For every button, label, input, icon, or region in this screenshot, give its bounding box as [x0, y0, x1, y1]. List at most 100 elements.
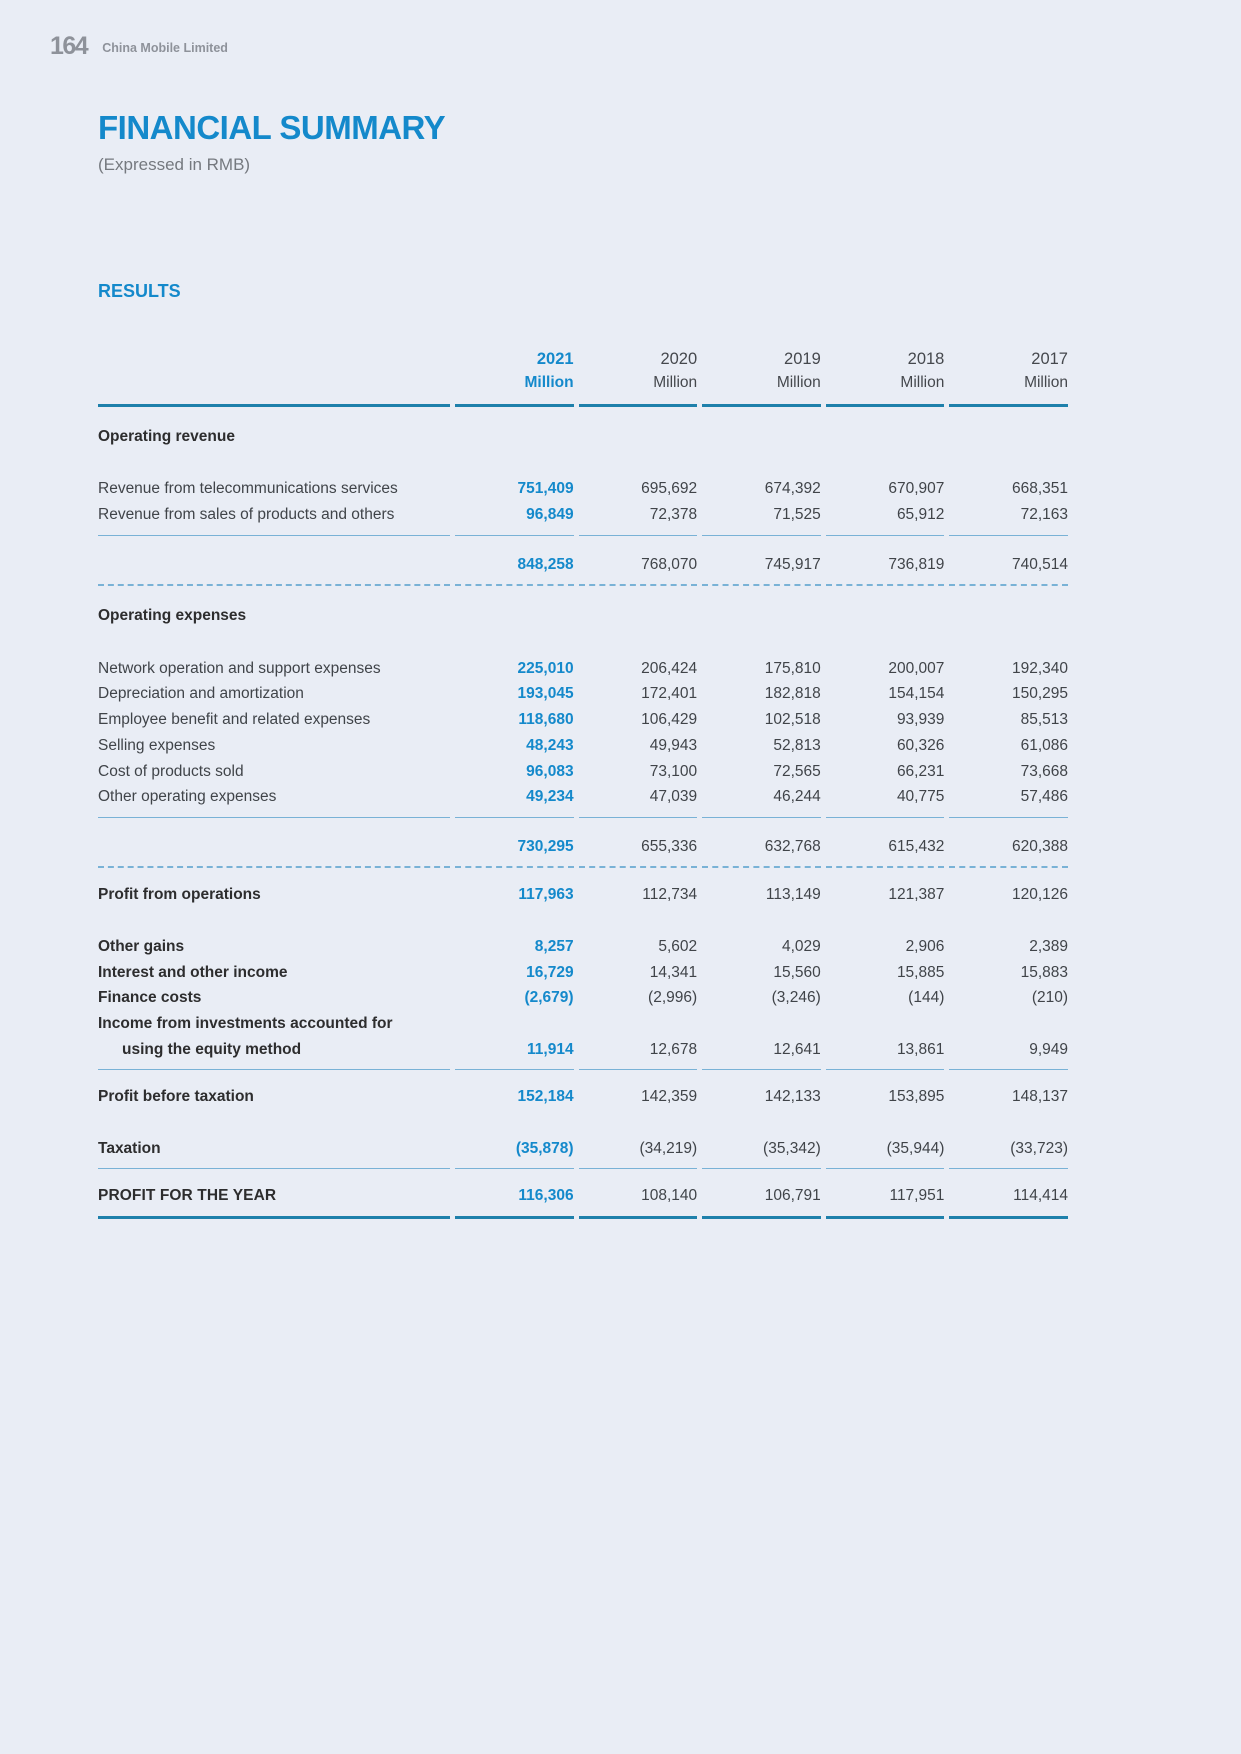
cell-value: 148,137 — [1011, 1088, 1068, 1106]
cell-value: 120,126 — [1011, 886, 1068, 904]
cell-value: 751,409 — [517, 480, 574, 498]
row-label: Interest and other income — [98, 963, 288, 981]
cell-value: 116,306 — [454, 1169, 574, 1219]
cell-value: 106,791 — [702, 1169, 821, 1219]
cell-value — [949, 407, 1068, 450]
cell-value: 745,917 — [702, 536, 821, 586]
table-row: Cost of products sold 96,083 73,100 72,565 6… — [98, 758, 1068, 784]
cell-value: 96,083 — [526, 762, 574, 780]
cell-value: 8,257 — [534, 937, 574, 955]
cell-value: 142,133 — [764, 1088, 821, 1106]
cell-value: 615,432 — [825, 818, 945, 869]
table-body: Operating revenue Revenue from telecommun… — [98, 407, 1068, 1219]
table-row: Interest and other income 16,729 14,341 15,… — [98, 959, 1068, 985]
cell-value: 117,951 — [825, 1169, 945, 1219]
row-label: Cost of products sold — [98, 762, 244, 780]
column-unit-label: Million — [1024, 374, 1068, 392]
column-unit-label: Million — [776, 374, 821, 392]
results-table: 2021 Million 2020 Million 2019 Million 2018 Mil… — [93, 348, 1073, 1219]
cell-value: 65,912 — [825, 502, 945, 536]
row-label: Revenue from telecommunications services — [98, 480, 398, 498]
cell-value: 768,070 — [578, 536, 698, 586]
cell-value: 93,939 — [896, 711, 945, 729]
cell-value: 15,885 — [896, 963, 945, 981]
table-header-row: 2021 Million 2020 Million 2019 Million 2018 Mil… — [98, 348, 1068, 407]
table-row: Profit before taxation 152,184 142,359 142,… — [98, 1070, 1068, 1110]
page-subtitle: (Expressed in RMB) — [98, 155, 251, 175]
spacer-cell — [98, 450, 1068, 476]
table-row: Revenue from sales of products and other… — [98, 502, 1068, 536]
cell-value: 200,007 — [888, 659, 945, 677]
cell-value — [826, 1011, 945, 1037]
cell-value: 695,692 — [641, 480, 698, 498]
cell-value: 85,513 — [1020, 711, 1068, 729]
row-label: PROFIT FOR THE YEAR — [98, 1169, 450, 1219]
cell-value: 47,039 — [578, 784, 698, 818]
row-label: Profit from operations — [98, 886, 261, 904]
row-label — [98, 818, 450, 869]
cell-value: 193,045 — [517, 685, 574, 703]
cell-value: 674,392 — [764, 480, 821, 498]
cell-value: 2,906 — [905, 937, 945, 955]
spacer-row — [98, 908, 1068, 934]
cell-value: 121,387 — [888, 886, 945, 904]
cell-value: 14,341 — [649, 963, 698, 981]
spacer-cell — [98, 629, 1068, 655]
page-header: 164 China Mobile Limited — [50, 34, 228, 59]
column-unit-label: Million — [524, 374, 574, 392]
company-name: China Mobile Limited — [102, 41, 228, 55]
cell-value — [702, 586, 821, 629]
table-row: Revenue from telecommunications services… — [98, 476, 1068, 502]
cell-value: 118,680 — [518, 711, 574, 729]
cell-value: 113,149 — [765, 886, 821, 904]
cell-value — [702, 407, 821, 450]
cell-value: 108,140 — [578, 1169, 698, 1219]
column-header-2017: 2017 Million — [949, 348, 1068, 407]
column-header-2020: 2020 Million — [578, 348, 698, 407]
column-year-label: 2020 — [660, 350, 698, 369]
column-year-label: 2017 — [1031, 350, 1068, 369]
cell-value: 72,378 — [578, 502, 698, 536]
cell-value: 154,154 — [888, 685, 945, 703]
row-label: Revenue from sales of products and other… — [98, 502, 450, 536]
cell-value: 15,560 — [773, 963, 821, 981]
cell-value: (34,219) — [578, 1136, 698, 1170]
row-label: Depreciation and amortization — [98, 685, 304, 703]
row-label: using the equity method — [98, 1037, 450, 1071]
cell-value: 12,641 — [702, 1037, 821, 1071]
cell-value: 72,163 — [949, 502, 1068, 536]
row-label: Operating revenue — [98, 427, 235, 445]
column-header-2018: 2018 Million — [825, 348, 945, 407]
cell-value: 48,243 — [526, 736, 574, 754]
spacer-cell — [98, 908, 1068, 934]
cell-value: 49,234 — [454, 784, 574, 818]
cell-value — [949, 586, 1068, 629]
cell-value: 9,949 — [949, 1037, 1068, 1071]
cell-value: 106,429 — [641, 711, 698, 729]
column-header-label — [98, 348, 450, 407]
cell-value: 740,514 — [949, 536, 1068, 586]
cell-value: (3,246) — [771, 989, 821, 1007]
table-row: Profit from operations 117,963 112,734 113,… — [98, 868, 1068, 908]
row-label: Other gains — [98, 937, 185, 955]
row-label: Operating expenses — [98, 606, 247, 624]
cell-value: 71,525 — [702, 502, 821, 536]
cell-value: 114,414 — [949, 1169, 1068, 1219]
row-label: Profit before taxation — [98, 1088, 254, 1106]
table-row: Other gains 8,257 5,602 4,029 2,906 2,389 — [98, 934, 1068, 960]
spacer-row — [98, 629, 1068, 655]
cell-value: 4,029 — [781, 937, 821, 955]
table-row: Depreciation and amortization 193,045 172,… — [98, 681, 1068, 707]
cell-value: 117,963 — [518, 886, 574, 904]
column-year-label: 2021 — [536, 350, 574, 369]
row-label: Network operation and support expenses — [98, 659, 381, 677]
cell-value — [455, 586, 574, 629]
cell-value: 152,184 — [517, 1088, 574, 1106]
table-row: Network operation and support expenses 22… — [98, 655, 1068, 681]
cell-value: 112,734 — [642, 886, 698, 904]
cell-value: 61,086 — [1020, 736, 1068, 754]
spacer-row — [98, 450, 1068, 476]
cell-value — [702, 1011, 821, 1037]
cell-value — [949, 1011, 1068, 1037]
table-row: Finance costs (2,679) (2,996) (3,246) (144) (… — [98, 985, 1068, 1011]
